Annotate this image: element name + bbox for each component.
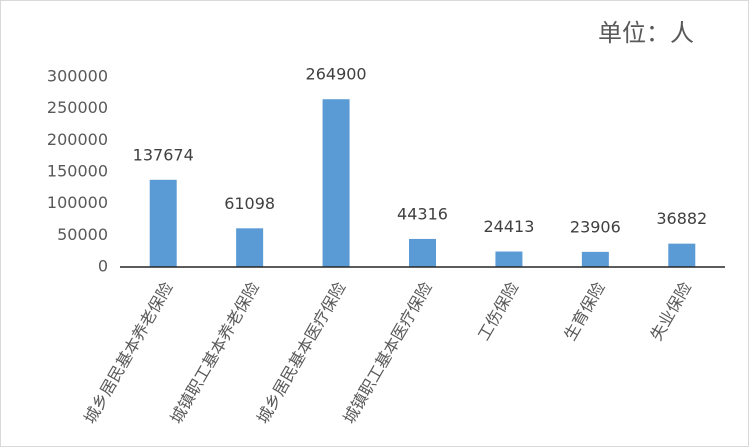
y-tick-label: 50000 (57, 225, 108, 244)
bar (322, 99, 350, 267)
y-tick-label: 0 (98, 257, 108, 276)
data-label: 61098 (224, 194, 275, 213)
bar (495, 251, 523, 267)
y-tick-label: 150000 (47, 162, 108, 181)
bar (581, 251, 609, 267)
y-tick-label: 300000 (47, 67, 108, 86)
bar (236, 228, 264, 267)
bar (409, 238, 436, 267)
data-label: 137674 (133, 145, 194, 164)
data-label: 36882 (656, 209, 707, 228)
y-tick-label: 100000 (47, 193, 108, 212)
data-label: 23906 (570, 217, 621, 236)
data-label: 44316 (397, 204, 448, 223)
bar (668, 243, 696, 267)
y-tick-label: 250000 (47, 98, 108, 117)
data-label: 24413 (483, 217, 534, 236)
bar (149, 179, 177, 267)
data-label: 264900 (306, 65, 367, 84)
y-tick-label: 200000 (47, 130, 108, 149)
unit-label: 单位：人 (598, 19, 694, 47)
